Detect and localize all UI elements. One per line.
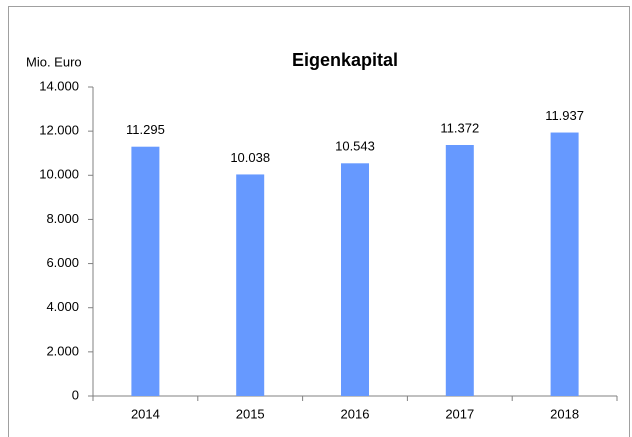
value-label: 11.937 (545, 108, 584, 123)
value-label: 10.543 (335, 139, 375, 154)
y-tick-label: 6.000 (46, 255, 79, 270)
x-tick-label: 2016 (341, 406, 370, 421)
y-tick-label: 0 (72, 387, 79, 402)
x-tick-label: 2014 (131, 406, 160, 421)
bar (341, 163, 369, 396)
y-tick-label: 4.000 (46, 299, 79, 314)
y-tick-label: 10.000 (39, 167, 79, 182)
bar (131, 146, 160, 396)
y-axis-label: Mio. Euro (26, 54, 82, 69)
value-label: 11.295 (126, 122, 165, 137)
y-tick-label: 8.000 (46, 211, 79, 226)
x-tick-label: 2015 (236, 406, 265, 421)
bar (445, 145, 474, 396)
y-tick-label: 12.000 (39, 123, 79, 138)
chart-frame (8, 6, 630, 437)
value-label: 10.038 (230, 150, 270, 165)
y-tick-label: 2.000 (46, 343, 79, 358)
x-tick-label: 2018 (550, 406, 579, 421)
y-tick-label: 14.000 (39, 78, 79, 93)
x-tick-label: 2017 (445, 406, 474, 421)
bar (550, 132, 579, 396)
bar (236, 174, 265, 396)
value-label: 11.372 (440, 120, 479, 135)
chart-title: Eigenkapital (292, 50, 398, 70)
